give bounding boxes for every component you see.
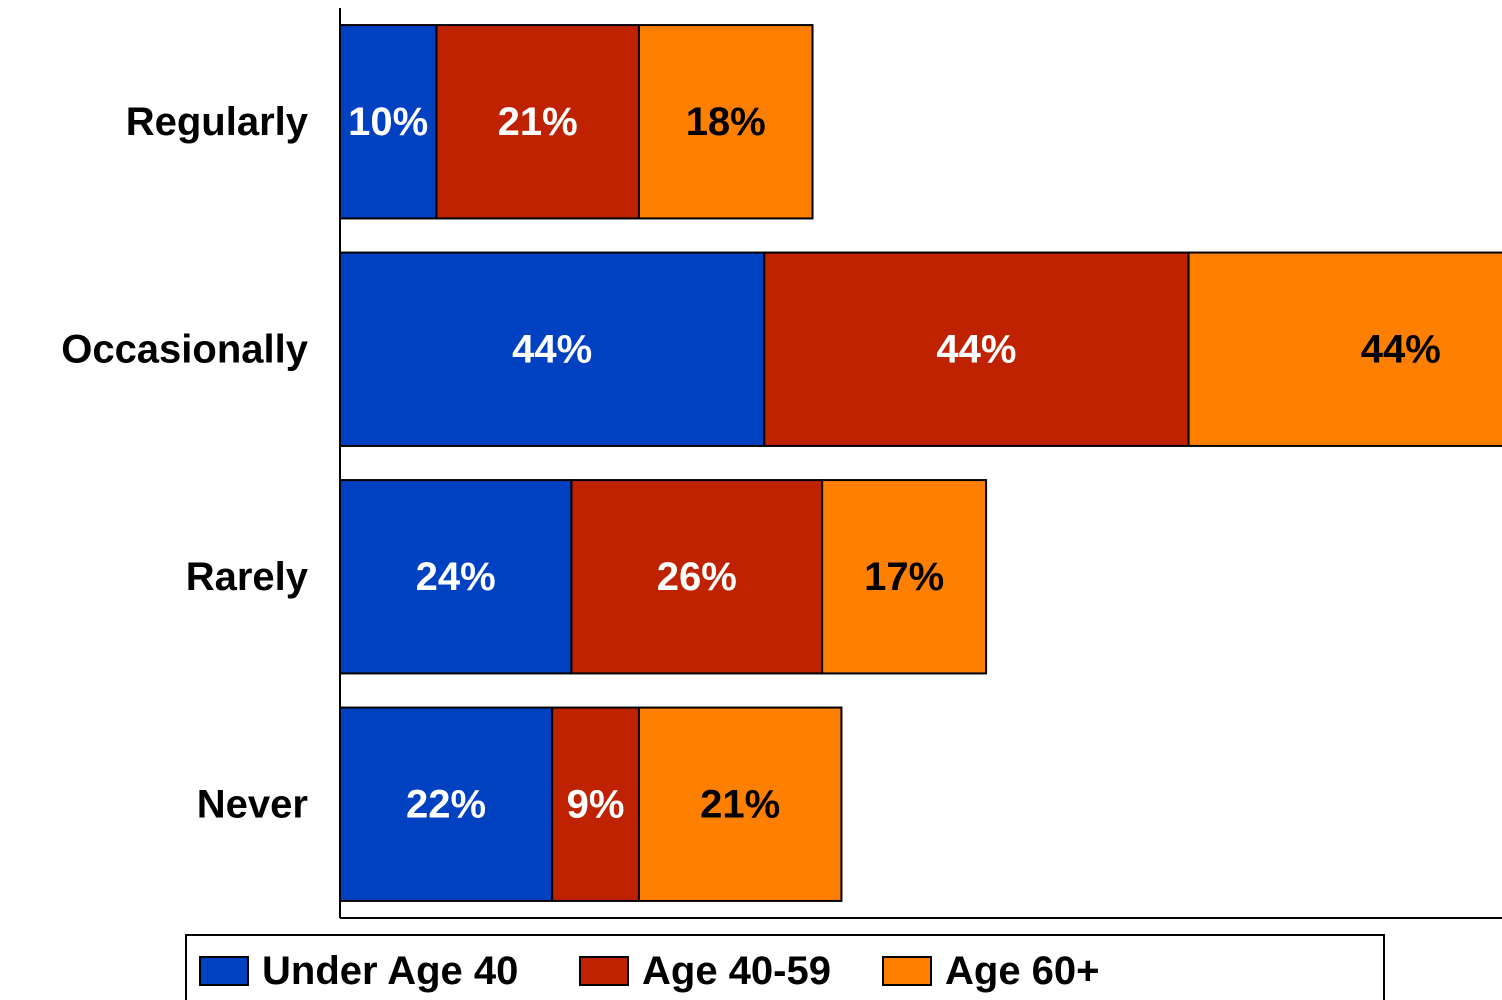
bar-segment [763, 251, 1190, 447]
bar-segment [1187, 251, 1502, 447]
data-label: 24% [416, 555, 496, 599]
data-label: 18% [686, 100, 766, 144]
legend-label: Age 60+ [945, 949, 1100, 993]
data-label: 10% [348, 100, 428, 144]
legend-label: Under Age 40 [262, 949, 518, 993]
bar-segment [435, 24, 640, 220]
bar-segment [340, 479, 573, 675]
y-tick-label: Rarely [186, 555, 309, 599]
legend-swatch [199, 956, 249, 986]
bar-segment [340, 251, 766, 447]
bar-segment [340, 24, 438, 220]
bar-segment [821, 479, 988, 675]
data-label: 44% [512, 327, 592, 371]
data-label: 44% [936, 327, 1016, 371]
data-label: 22% [406, 782, 486, 826]
plot-area [340, 24, 1502, 902]
data-label: 26% [657, 555, 737, 599]
y-tick-label: Occasionally [61, 327, 309, 371]
y-tick-label: Regularly [126, 100, 309, 144]
data-label: 44% [1361, 327, 1441, 371]
legend-swatch [882, 956, 932, 986]
legend [185, 934, 1385, 1000]
bar-segment [551, 706, 640, 902]
bar-segment [570, 479, 824, 675]
bar-segment [340, 706, 554, 902]
y-tick-label: Never [197, 782, 308, 826]
data-label: 17% [864, 555, 944, 599]
legend-label: Age 40-59 [642, 949, 831, 993]
data-label: 9% [567, 782, 625, 826]
bar-segment [637, 706, 843, 902]
data-label: 21% [700, 782, 780, 826]
bar-segment [637, 24, 814, 220]
legend-swatch [579, 956, 629, 986]
data-label: 21% [498, 100, 578, 144]
